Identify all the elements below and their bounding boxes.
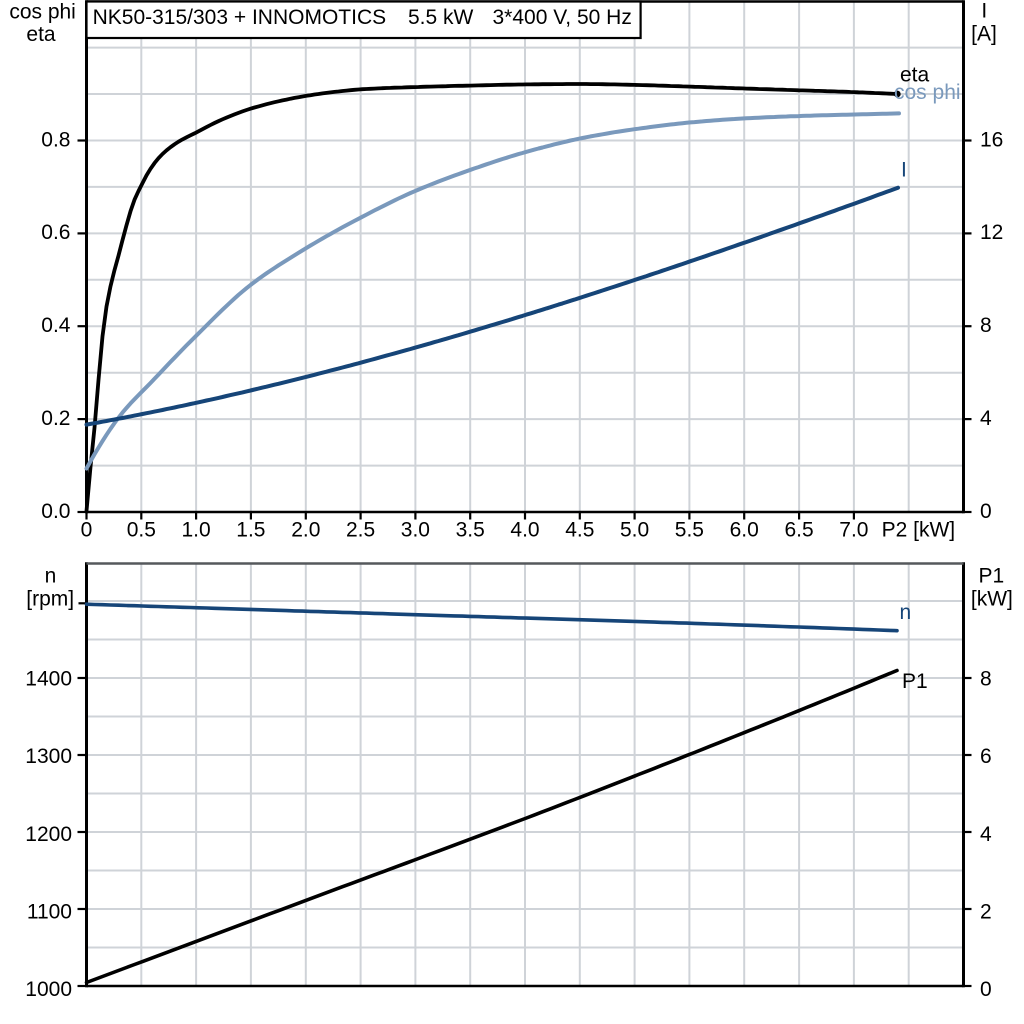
svg-text:12: 12 — [980, 221, 1003, 244]
svg-text:0.2: 0.2 — [41, 407, 70, 430]
svg-text:1.5: 1.5 — [236, 519, 265, 542]
svg-text:NK50-315/303 + INNOMOTICS: NK50-315/303 + INNOMOTICS — [93, 6, 387, 29]
svg-text:1300: 1300 — [25, 745, 72, 768]
svg-text:n: n — [900, 601, 912, 624]
svg-text:1100: 1100 — [27, 900, 72, 923]
svg-text:3.5: 3.5 — [456, 519, 485, 542]
svg-text:[rpm]: [rpm] — [26, 588, 74, 611]
svg-text:eta: eta — [26, 23, 56, 46]
svg-text:6: 6 — [980, 745, 992, 768]
svg-text:1000: 1000 — [25, 978, 72, 1001]
svg-text:0: 0 — [980, 500, 992, 523]
svg-text:3*400 V, 50 Hz: 3*400 V, 50 Hz — [493, 6, 632, 29]
svg-text:5.0: 5.0 — [620, 519, 649, 542]
svg-text:P1: P1 — [978, 565, 1004, 588]
svg-text:2.5: 2.5 — [346, 519, 375, 542]
svg-text:I: I — [901, 159, 907, 182]
svg-text:0: 0 — [81, 519, 93, 542]
svg-text:8: 8 — [980, 314, 992, 337]
svg-text:2.0: 2.0 — [291, 519, 320, 542]
svg-text:I: I — [981, 0, 987, 23]
svg-text:8: 8 — [980, 668, 992, 691]
svg-text:7.0: 7.0 — [839, 519, 868, 542]
svg-text:0: 0 — [980, 978, 992, 1001]
svg-text:eta: eta — [900, 64, 930, 87]
svg-text:6.5: 6.5 — [784, 519, 813, 542]
svg-text:n: n — [45, 565, 57, 588]
svg-text:5.5: 5.5 — [675, 519, 704, 542]
svg-text:0.5: 0.5 — [127, 519, 156, 542]
svg-text:4: 4 — [980, 823, 992, 846]
svg-text:0.0: 0.0 — [41, 500, 70, 523]
svg-text:P1: P1 — [902, 670, 928, 693]
svg-text:4: 4 — [980, 407, 992, 430]
svg-text:cos phi: cos phi — [9, 0, 76, 23]
svg-text:[A]: [A] — [971, 23, 997, 46]
svg-text:0.4: 0.4 — [41, 314, 71, 337]
svg-text:P2 [kW]: P2 [kW] — [882, 519, 956, 542]
svg-text:4.5: 4.5 — [565, 519, 594, 542]
svg-text:0.6: 0.6 — [41, 221, 70, 244]
svg-text:5.5 kW: 5.5 kW — [408, 6, 474, 29]
svg-text:6.0: 6.0 — [730, 519, 759, 542]
svg-text:2: 2 — [980, 900, 992, 923]
svg-text:0.8: 0.8 — [41, 128, 70, 151]
svg-text:1200: 1200 — [25, 823, 72, 846]
svg-text:16: 16 — [980, 128, 1003, 151]
svg-text:4.0: 4.0 — [510, 519, 539, 542]
svg-text:1.0: 1.0 — [181, 519, 210, 542]
svg-text:cos phi: cos phi — [894, 81, 961, 104]
svg-text:[kW]: [kW] — [971, 588, 1013, 611]
svg-text:3.0: 3.0 — [401, 519, 430, 542]
svg-text:1400: 1400 — [25, 668, 72, 691]
